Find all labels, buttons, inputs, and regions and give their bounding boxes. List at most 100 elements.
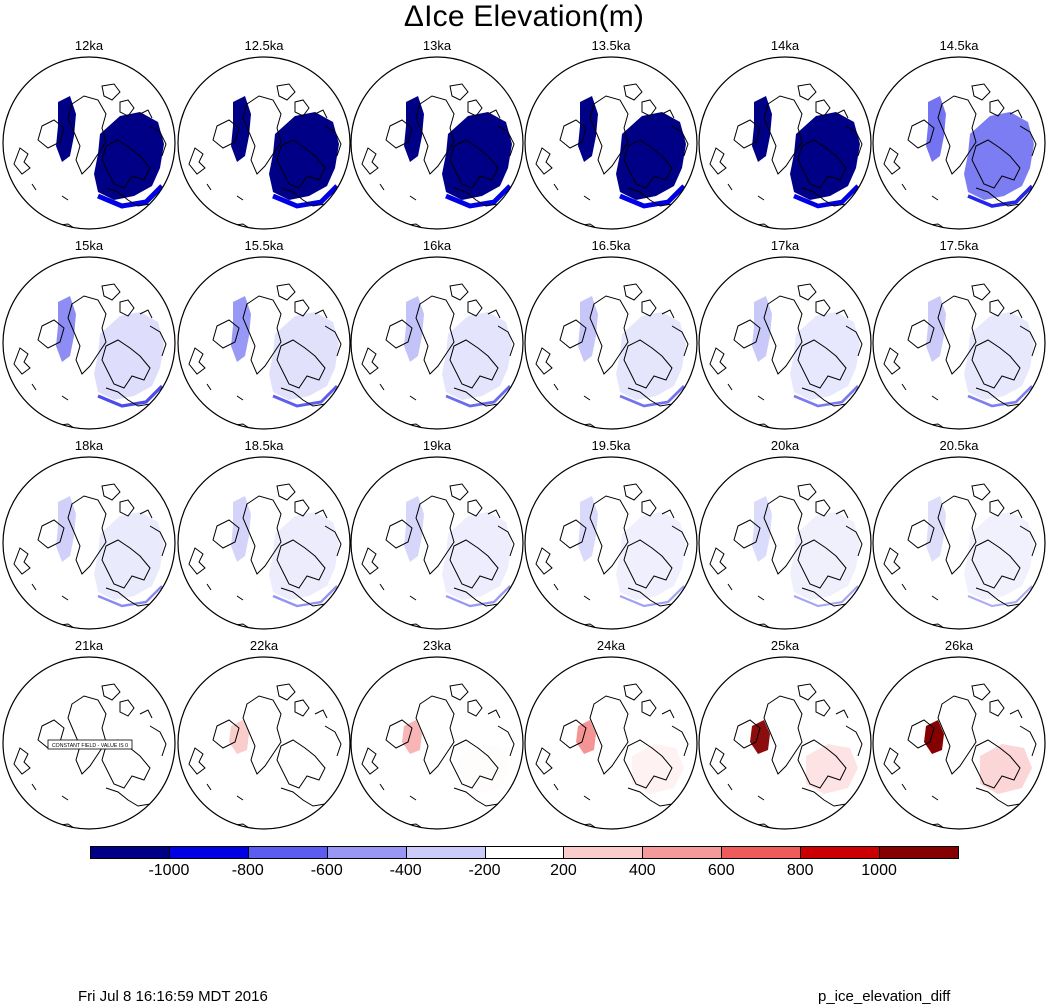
colorbar-box — [484, 846, 565, 859]
coastline — [535, 547, 553, 575]
coastline — [883, 547, 901, 575]
coastline — [583, 595, 591, 601]
coastline — [559, 519, 587, 549]
coastline — [61, 195, 69, 201]
ice-anomaly-laurentide — [94, 112, 164, 200]
coastline — [709, 547, 727, 575]
coastline — [671, 325, 689, 357]
ice-anomaly-laurentide — [790, 312, 860, 400]
plot-name-text: p_ice_elevation_diff — [818, 988, 951, 1005]
coastline — [119, 99, 135, 117]
coastline — [276, 739, 326, 789]
map-panel: 23ka — [349, 636, 525, 832]
coastline — [971, 539, 1021, 589]
coastline — [623, 339, 673, 389]
polar-map — [698, 256, 872, 430]
coastline — [535, 747, 553, 775]
coastline — [989, 499, 1005, 517]
panel-label: 12ka — [74, 38, 104, 53]
map-panel: 25ka — [697, 636, 873, 832]
map-panel: 18.5ka — [176, 436, 352, 632]
colorbar-box — [247, 846, 328, 859]
coastline — [236, 795, 244, 801]
coastline — [149, 725, 167, 757]
ice-anomaly-laurentide — [964, 112, 1034, 200]
colorbar-tick-label: 800 — [786, 862, 814, 879]
coastline — [415, 495, 455, 575]
panel-label: 21ka — [74, 638, 104, 653]
coastline — [797, 683, 817, 701]
coastline — [1009, 509, 1023, 519]
ice-anomaly-cordilleran — [752, 296, 772, 362]
coastline — [543, 613, 675, 629]
polar-map — [524, 656, 698, 830]
ice-anomaly-cordilleran — [231, 496, 251, 562]
coastline — [623, 283, 643, 301]
coastline — [497, 525, 515, 557]
coastline — [1009, 709, 1023, 719]
polar-map — [872, 656, 1046, 830]
map-boundary — [2, 656, 176, 830]
coastline — [37, 119, 65, 149]
coastline — [835, 309, 849, 319]
map-boundary — [872, 656, 1046, 830]
coastline — [989, 299, 1005, 317]
map-boundary — [177, 56, 351, 230]
colorbar-box — [879, 846, 959, 859]
coastline — [314, 309, 328, 319]
coastline — [361, 547, 379, 575]
coastline — [535, 347, 553, 375]
coastline — [276, 283, 296, 301]
coastline — [559, 119, 587, 149]
coastline — [67, 495, 107, 575]
coastline — [717, 213, 849, 229]
coastline — [409, 395, 417, 401]
coastline — [385, 119, 413, 149]
coastline — [733, 319, 761, 349]
coastline — [891, 213, 1023, 229]
colorbar-tick-label: -200 — [468, 862, 501, 879]
coastline — [661, 109, 675, 119]
coastline — [21, 613, 153, 629]
coastline — [409, 195, 417, 201]
panel-label: 20.5ka — [939, 438, 979, 453]
coastline — [21, 813, 153, 829]
ice-anomaly-cordilleran — [578, 496, 598, 562]
timestamp-text: Fri Jul 8 16:16:59 MDT 2016 — [78, 988, 268, 1005]
coastline — [139, 509, 153, 519]
colorbar-tick-label: 600 — [707, 862, 735, 879]
coastline — [815, 299, 831, 317]
panel-label: 26ka — [944, 638, 974, 653]
coastline — [757, 395, 765, 401]
ice-anomaly-cordilleran — [578, 296, 598, 362]
ice-anomaly-cordilleran — [926, 496, 946, 562]
map-panel: 19.5ka — [523, 436, 699, 632]
coastline — [294, 499, 310, 517]
coastline — [467, 99, 483, 117]
coastline — [294, 699, 310, 717]
map-panel: 22ka — [176, 636, 352, 832]
coastline — [119, 699, 135, 717]
map-boundary — [524, 256, 698, 430]
ice-anomaly-cordilleran — [926, 96, 946, 162]
polar-map — [524, 256, 698, 430]
coastline — [727, 383, 733, 391]
ice-anomaly-cordilleran — [924, 720, 944, 754]
coastline — [971, 339, 1021, 389]
map-boundary — [177, 656, 351, 830]
coastline — [641, 499, 657, 517]
coastline — [937, 495, 977, 575]
map-panel: 26ka — [871, 636, 1047, 832]
panel-label: 16.5ka — [591, 238, 631, 253]
coastline — [294, 99, 310, 117]
coastline — [101, 283, 121, 301]
coastline — [361, 147, 379, 175]
panel-label: 20ka — [770, 438, 800, 453]
coastline — [891, 413, 1023, 429]
coastline — [845, 725, 863, 757]
ice-anomaly-cordilleran — [576, 720, 596, 754]
coastline — [797, 339, 847, 389]
colorbar-tick-label: 400 — [629, 862, 656, 879]
coastline — [196, 413, 328, 429]
panel-label: 17.5ka — [939, 238, 979, 253]
